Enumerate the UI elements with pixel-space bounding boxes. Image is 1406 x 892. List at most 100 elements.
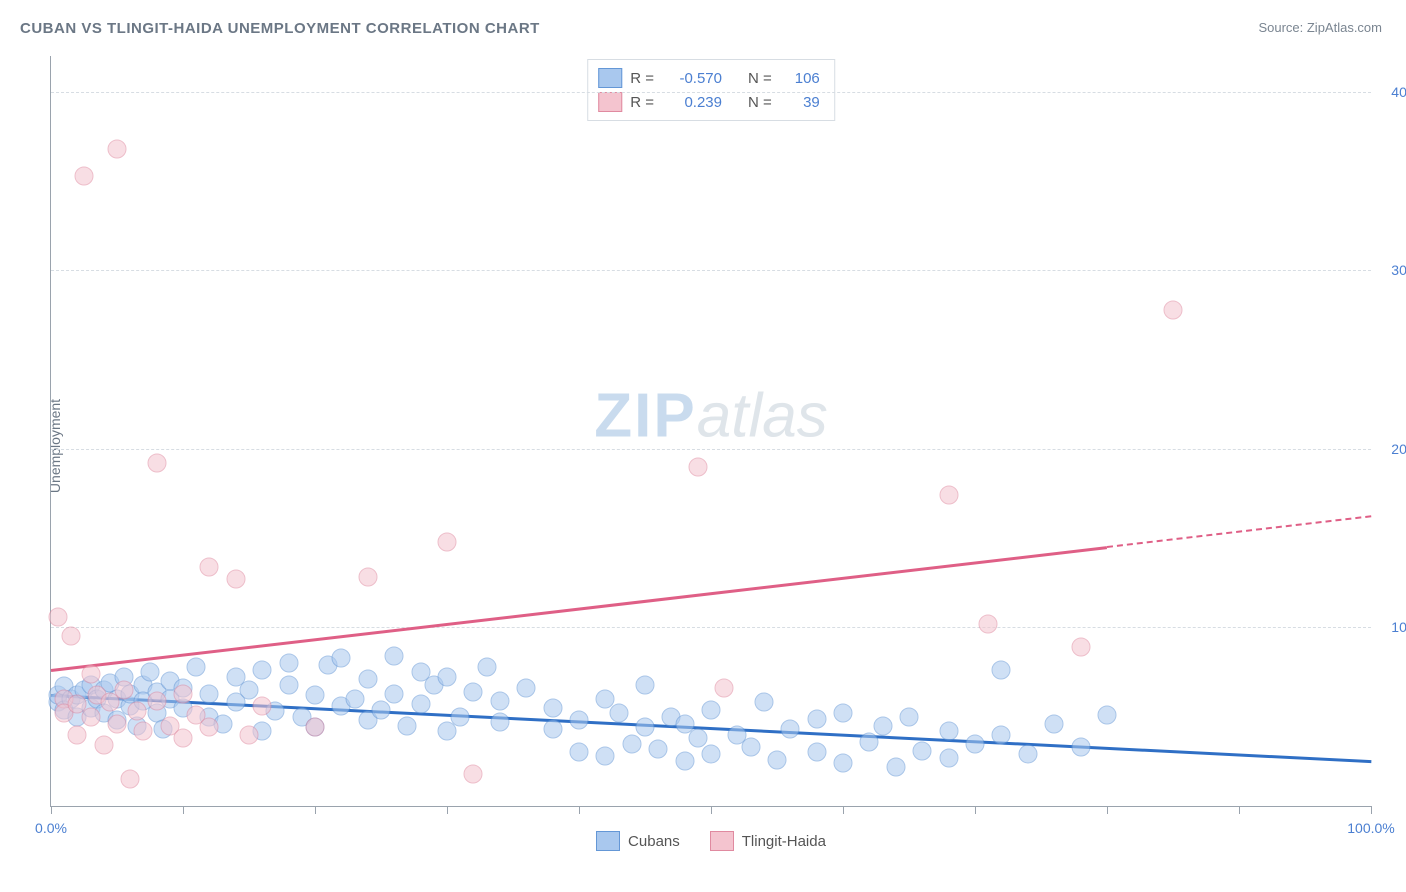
data-point [385,647,404,666]
data-point [147,691,166,710]
x-tick-label: 100.0% [1347,820,1394,836]
data-point [385,684,404,703]
data-point [781,720,800,739]
data-point [253,697,272,716]
y-tick-label: 10.0% [1376,619,1406,635]
legend-swatch [598,92,622,112]
data-point [992,661,1011,680]
data-point [768,750,787,769]
data-point [240,725,259,744]
data-point [873,716,892,735]
data-point [860,732,879,751]
data-point [1098,705,1117,724]
legend-row: R = -0.570 N = 106 [598,66,820,90]
data-point [1164,300,1183,319]
data-point [345,689,364,708]
data-point [94,736,113,755]
legend-label: Tlingit-Haida [742,833,826,850]
data-point [622,734,641,753]
data-point [134,722,153,741]
legend-swatch [596,831,620,851]
data-point [398,716,417,735]
n-label: N = [748,94,772,111]
x-tick [51,806,52,814]
x-tick [315,806,316,814]
legend-item: Cubans [596,831,680,851]
x-tick [1371,806,1372,814]
gridline [51,627,1371,628]
data-point [807,743,826,762]
data-point [411,695,430,714]
data-point [1071,738,1090,757]
source-link[interactable]: ZipAtlas.com [1307,20,1382,35]
watermark: ZIPatlas [594,381,827,452]
data-point [68,725,87,744]
data-point [253,661,272,680]
data-point [1018,745,1037,764]
data-point [75,166,94,185]
data-point [517,679,536,698]
r-value: -0.570 [662,70,722,87]
data-point [715,679,734,698]
data-point [464,682,483,701]
data-point [702,745,721,764]
n-value: 39 [780,94,820,111]
data-point [543,720,562,739]
r-label: R = [630,70,654,87]
data-point [834,704,853,723]
data-point [807,709,826,728]
data-point [306,718,325,737]
y-tick-label: 30.0% [1376,262,1406,278]
data-point [886,757,905,776]
data-point [939,748,958,767]
x-tick [1107,806,1108,814]
data-point [114,680,133,699]
trend-line [1107,515,1371,548]
data-point [240,680,259,699]
data-point [649,739,668,758]
watermark-light: atlas [697,382,828,451]
data-point [939,722,958,741]
x-tick [447,806,448,814]
legend-swatch [710,831,734,851]
data-point [490,713,509,732]
data-point [939,486,958,505]
data-point [913,741,932,760]
scatter-plot-area: ZIPatlas R =-0.570N =106R =0.239N =39 Cu… [50,56,1371,807]
data-point [596,747,615,766]
data-point [187,657,206,676]
x-tick-label: 0.0% [35,820,67,836]
data-point [477,657,496,676]
r-label: R = [630,94,654,111]
data-point [570,711,589,730]
data-point [900,707,919,726]
legend-row: R =0.239N =39 [598,90,820,114]
data-point [688,457,707,476]
data-point [438,668,457,687]
x-tick [975,806,976,814]
x-tick [711,806,712,814]
data-point [358,670,377,689]
series-legend: Cubans Tlingit-Haida [51,831,1371,851]
n-value: 106 [780,70,820,87]
data-point [81,664,100,683]
data-point [688,729,707,748]
y-tick-label: 20.0% [1376,441,1406,457]
data-point [61,627,80,646]
gridline [51,449,1371,450]
data-point [438,532,457,551]
data-point [636,675,655,694]
n-label: N = [748,70,772,87]
chart-title: CUBAN VS TLINGIT-HAIDA UNEMPLOYMENT CORR… [20,20,540,37]
data-point [372,700,391,719]
watermark-bold: ZIP [594,382,696,451]
data-point [200,718,219,737]
data-point [226,570,245,589]
y-tick-label: 40.0% [1376,84,1406,100]
data-point [200,557,219,576]
data-point [1045,714,1064,733]
data-point [570,743,589,762]
data-point [741,738,760,757]
data-point [108,139,127,158]
data-point [1071,638,1090,657]
